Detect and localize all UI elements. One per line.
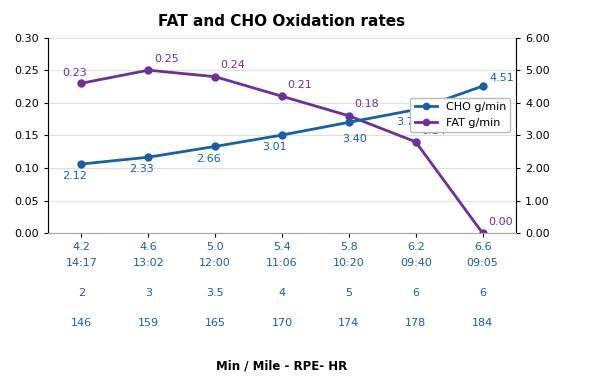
FAT g/min (278, 94, 286, 99)
CHO g/min (212, 144, 219, 149)
CHO g/min (145, 155, 152, 159)
Text: 6: 6 (412, 288, 419, 298)
FAT g/min (212, 74, 219, 79)
Text: 3.40: 3.40 (342, 134, 367, 144)
Text: 0.24: 0.24 (221, 61, 245, 70)
CHO g/min (345, 120, 352, 124)
Text: 146: 146 (71, 318, 92, 328)
Text: 0.21: 0.21 (287, 80, 313, 90)
Text: 3.5: 3.5 (206, 288, 224, 298)
Line: FAT g/min: FAT g/min (78, 67, 486, 237)
Text: 2.33: 2.33 (129, 164, 154, 174)
Title: FAT and CHO Oxidation rates: FAT and CHO Oxidation rates (158, 15, 406, 29)
Text: 0.18: 0.18 (355, 100, 379, 109)
Text: 14:17: 14:17 (65, 258, 97, 268)
Text: Min / Mile - RPE- HR: Min / Mile - RPE- HR (217, 359, 347, 372)
Text: 13:02: 13:02 (133, 258, 164, 268)
Text: 0.00: 0.00 (488, 217, 513, 227)
Text: 184: 184 (472, 318, 493, 328)
FAT g/min (479, 231, 486, 235)
Text: 3.01: 3.01 (263, 142, 287, 152)
Text: 0.25: 0.25 (154, 54, 179, 64)
Text: 2.66: 2.66 (196, 154, 220, 164)
Text: 159: 159 (138, 318, 159, 328)
CHO g/min (278, 133, 286, 137)
Legend: CHO g/min, FAT g/min: CHO g/min, FAT g/min (410, 98, 511, 132)
Text: 2: 2 (78, 288, 85, 298)
CHO g/min (479, 84, 486, 88)
CHO g/min (412, 108, 419, 112)
Text: 09:05: 09:05 (467, 258, 499, 268)
Text: 0.14: 0.14 (421, 126, 446, 135)
Text: 3: 3 (145, 288, 152, 298)
Text: 10:20: 10:20 (333, 258, 365, 268)
Text: 4: 4 (278, 288, 286, 298)
Text: 3.79: 3.79 (396, 117, 421, 127)
Text: 0.23: 0.23 (62, 68, 87, 78)
Text: 165: 165 (205, 318, 226, 328)
FAT g/min (412, 139, 419, 144)
Text: 170: 170 (271, 318, 293, 328)
Text: 174: 174 (338, 318, 359, 328)
Text: 4.51: 4.51 (490, 73, 514, 83)
Text: 2.12: 2.12 (62, 171, 87, 181)
Text: 11:06: 11:06 (266, 258, 298, 268)
Line: CHO g/min: CHO g/min (78, 83, 486, 168)
FAT g/min (78, 81, 85, 85)
Text: 5: 5 (346, 288, 352, 298)
Text: 12:00: 12:00 (199, 258, 231, 268)
Text: 178: 178 (405, 318, 427, 328)
FAT g/min (145, 68, 152, 73)
CHO g/min (78, 162, 85, 166)
Text: 09:40: 09:40 (400, 258, 431, 268)
Text: 6: 6 (479, 288, 486, 298)
FAT g/min (345, 114, 352, 118)
